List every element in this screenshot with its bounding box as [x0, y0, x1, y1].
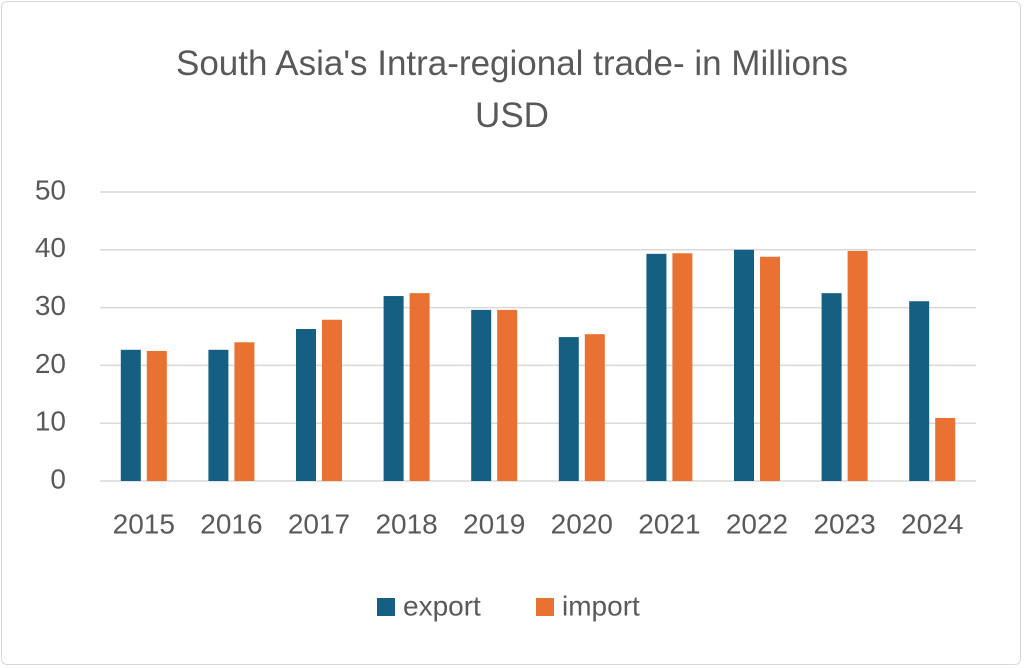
bar — [497, 309, 518, 481]
bar — [584, 334, 605, 481]
bar — [558, 337, 579, 481]
y-tick-label: 20 — [35, 348, 66, 379]
legend-swatch — [536, 598, 554, 616]
x-tick-label: 2024 — [901, 508, 963, 539]
legend-swatch — [377, 598, 395, 616]
x-tick-label: 2019 — [463, 508, 525, 539]
bar — [409, 293, 430, 481]
chart-title: South Asia's Intra-regional trade- in Mi… — [175, 44, 848, 135]
bar — [234, 342, 255, 481]
y-tick-label: 30 — [35, 290, 66, 321]
x-tick-label: 2018 — [375, 508, 437, 539]
x-tick-label: 2023 — [813, 508, 875, 539]
x-tick-label: 2017 — [288, 508, 350, 539]
bar — [383, 296, 404, 481]
x-tick-label: 2022 — [726, 508, 788, 539]
bar — [760, 256, 780, 481]
x-tick-label: 2020 — [551, 508, 613, 539]
bar — [935, 417, 956, 481]
y-tick-label: 10 — [35, 406, 66, 437]
bar — [146, 350, 167, 481]
bar — [120, 349, 141, 481]
legend-label: export — [403, 590, 481, 621]
bar — [909, 301, 930, 481]
x-tick-label: 2016 — [200, 508, 262, 539]
bar — [471, 309, 492, 481]
y-tick-label: 0 — [50, 463, 66, 494]
bar — [847, 250, 868, 481]
bar — [208, 349, 229, 481]
y-tick-label: 40 — [35, 232, 66, 263]
x-tick-label: 2021 — [638, 508, 700, 539]
bar — [672, 253, 693, 481]
bar — [734, 249, 754, 481]
bar — [646, 253, 667, 481]
y-tick-label: 50 — [35, 174, 66, 205]
bar — [322, 319, 342, 481]
bar — [821, 293, 842, 481]
x-tick-label: 2015 — [113, 508, 175, 539]
bar — [296, 328, 316, 481]
legend-label: import — [562, 590, 640, 621]
